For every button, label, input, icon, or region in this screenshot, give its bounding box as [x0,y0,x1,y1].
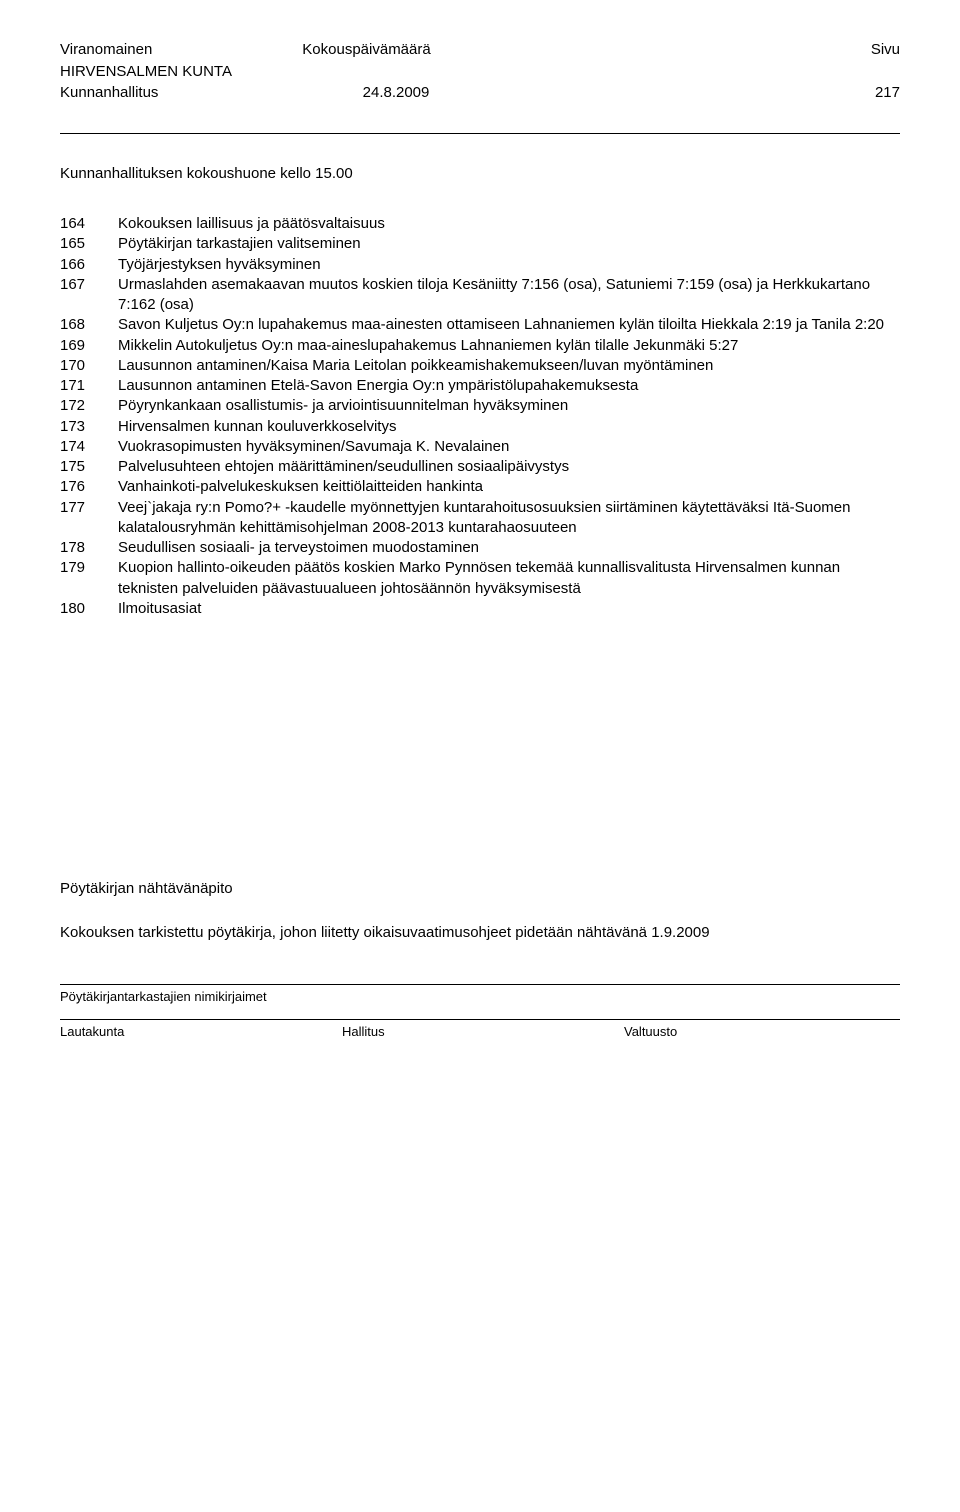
footer-title: Pöytäkirjan nähtävänäpito [60,879,900,899]
agenda-item-row: 179Kuopion hallinto-oikeuden päätös kosk… [60,558,900,599]
agenda-item-number: 175 [60,457,118,477]
agenda-item-row: 176Vanhainkoti-palvelukeskuksen keittiöl… [60,477,900,497]
agenda-item-text: Kuopion hallinto-oikeuden päätös koskien… [118,558,900,599]
divider-top [60,133,900,134]
agenda-item-number: 167 [60,275,118,316]
agenda-item-number: 172 [60,396,118,416]
agenda-item-row: 167Urmaslahden asemakaavan muutos koskie… [60,275,900,316]
agenda-item-row: 180Ilmoitusasiat [60,599,900,619]
agenda-item-text: Kokouksen laillisuus ja päätösvaltaisuus [118,214,900,234]
meeting-date: 24.8.2009 [363,84,430,101]
agenda-item-text: Hirvensalmen kunnan kouluverkkoselvitys [118,417,900,437]
agenda-item-row: 171Lausunnon antaminen Etelä-Savon Energ… [60,376,900,396]
agenda-item-number: 171 [60,376,118,396]
header-municipality: HIRVENSALMEN KUNTA [60,62,900,82]
agenda-item-text: Lausunnon antaminen Etelä-Savon Energia … [118,376,900,396]
agenda-item-row: 166Työjärjestyksen hyväksyminen [60,255,900,275]
agenda-item-row: 174Vuokrasopimusten hyväksyminen/Savumaj… [60,437,900,457]
meeting-room-line: Kunnanhallituksen kokoushuone kello 15.0… [60,164,900,184]
header-page-label: Sivu [871,40,900,60]
header-authority-label: Viranomainen [60,40,152,60]
header-date-label: Kokouspäivämäärä [302,40,871,60]
agenda-item-number: 166 [60,255,118,275]
board-name: Kunnanhallitus [60,84,158,101]
agenda-item-row: 169Mikkelin Autokuljetus Oy:n maa-ainesl… [60,336,900,356]
signature-label: Pöytäkirjantarkastajien nimikirjaimet [60,988,900,1006]
page-number: 217 [875,83,900,103]
agenda-item-text: Veej`jakaja ry:n Pomo?+ -kaudelle myönne… [118,498,900,539]
agenda-item-text: Lausunnon antaminen/Kaisa Maria Leitolan… [118,356,900,376]
agenda-item-number: 173 [60,417,118,437]
agenda-item-row: 164Kokouksen laillisuus ja päätösvaltais… [60,214,900,234]
document-page: Viranomainen Kokouspäivämäärä Sivu HIRVE… [0,0,960,1084]
agenda-item-text: Ilmoitusasiat [118,599,900,619]
agenda-item-number: 165 [60,234,118,254]
footer-section: Pöytäkirjan nähtävänäpito Kokouksen tark… [60,879,900,1044]
header-board: Kunnanhallitus 24.8.2009 [60,83,429,103]
agenda-item-row: 170Lausunnon antaminen/Kaisa Maria Leito… [60,356,900,376]
agenda-item-row: 178Seudullisen sosiaali- ja terveystoime… [60,538,900,558]
agenda-item-text: Työjärjestyksen hyväksyminen [118,255,900,275]
agenda-item-number: 168 [60,315,118,335]
agenda-items-table: 164Kokouksen laillisuus ja päätösvaltais… [60,214,900,619]
agenda-item-text: Seudullisen sosiaali- ja terveystoimen m… [118,538,900,558]
header-row-3: Kunnanhallitus 24.8.2009 217 [60,83,900,103]
agenda-item-number: 176 [60,477,118,497]
agenda-item-text: Pöytäkirjan tarkastajien valitseminen [118,234,900,254]
agenda-item-number: 164 [60,214,118,234]
signature-cell-valtuusto: Valtuusto [618,1019,900,1044]
agenda-item-number: 170 [60,356,118,376]
agenda-item-row: 168Savon Kuljetus Oy:n lupahakemus maa-a… [60,315,900,335]
agenda-item-number: 169 [60,336,118,356]
agenda-item-row: 177Veej`jakaja ry:n Pomo?+ -kaudelle myö… [60,498,900,539]
agenda-item-number: 180 [60,599,118,619]
signature-row: Lautakunta Hallitus Valtuusto [60,1019,900,1044]
agenda-item-text: Pöyrynkankaan osallistumis- ja arviointi… [118,396,900,416]
agenda-item-row: 165Pöytäkirjan tarkastajien valitseminen [60,234,900,254]
agenda-item-text: Savon Kuljetus Oy:n lupahakemus maa-aine… [118,315,900,335]
agenda-item-text: Vuokrasopimusten hyväksyminen/Savumaja K… [118,437,900,457]
agenda-item-number: 177 [60,498,118,539]
signature-divider [60,984,900,985]
agenda-item-number: 178 [60,538,118,558]
agenda-item-row: 173Hirvensalmen kunnan kouluverkkoselvit… [60,417,900,437]
agenda-item-number: 179 [60,558,118,599]
agenda-item-text: Mikkelin Autokuljetus Oy:n maa-aineslupa… [118,336,900,356]
agenda-item-row: 172Pöyrynkankaan osallistumis- ja arvioi… [60,396,900,416]
signature-cell-lautakunta: Lautakunta [60,1019,336,1044]
agenda-item-text: Urmaslahden asemakaavan muutos koskien t… [118,275,900,316]
signature-cell-hallitus: Hallitus [336,1019,618,1044]
agenda-item-number: 174 [60,437,118,457]
header-row-1: Viranomainen Kokouspäivämäärä Sivu [60,40,900,60]
agenda-item-text: Vanhainkoti-palvelukeskuksen keittiölait… [118,477,900,497]
agenda-item-row: 175Palvelusuhteen ehtojen määrittäminen/… [60,457,900,477]
agenda-item-text: Palvelusuhteen ehtojen määrittäminen/seu… [118,457,900,477]
footer-text: Kokouksen tarkistettu pöytäkirja, johon … [60,923,900,943]
